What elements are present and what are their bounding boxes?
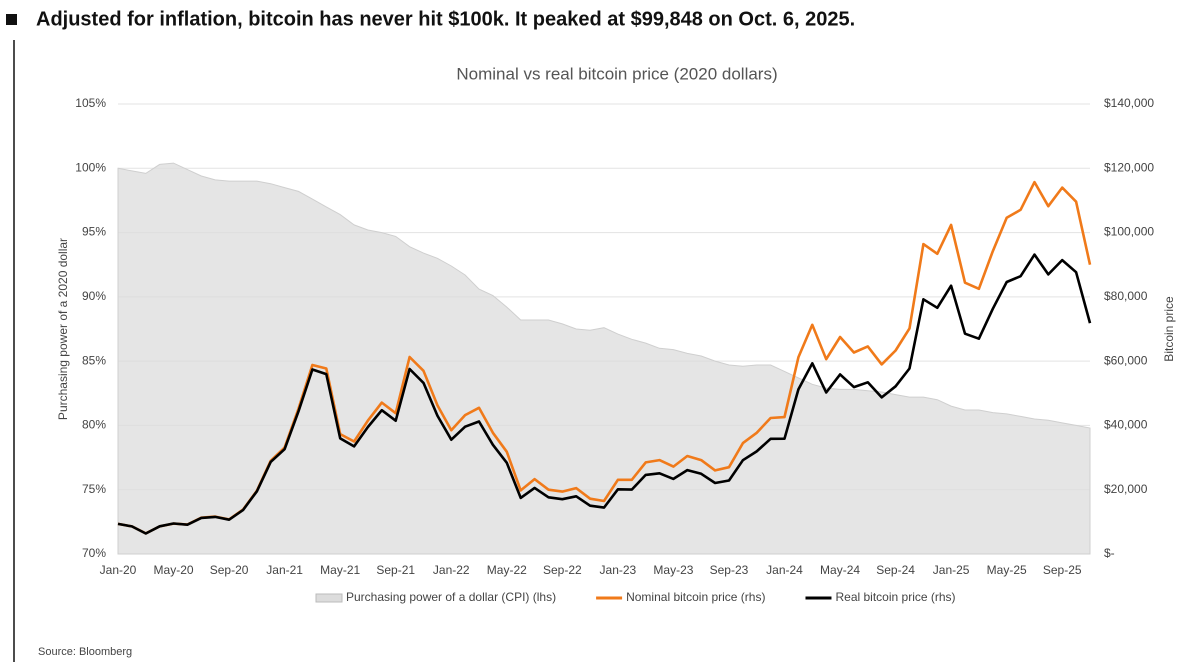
x-tick-label: Sep-20 [210,563,249,577]
heading: Adjusted for inflation, bitcoin has neve… [36,8,855,30]
y-tick-label: 80% [82,418,106,432]
legend-label: Real bitcoin price (rhs) [835,590,955,604]
y-tick-label: 90% [82,289,106,303]
y2-tick-label: $20,000 [1104,482,1148,496]
y2-tick-label: $80,000 [1104,289,1148,303]
y2-tick-label: $100,000 [1104,225,1154,239]
x-tick-label: May-21 [320,563,360,577]
y2-tick-label: $140,000 [1104,96,1154,110]
legend-label: Purchasing power of a dollar (CPI) (lhs) [346,590,556,604]
x-tick-label: May-22 [487,563,527,577]
y-tick-label: 85% [82,353,106,367]
y2-tick-label: $60,000 [1104,353,1148,367]
x-tick-label: Jan-21 [266,563,303,577]
source: Source: Bloomberg [38,646,132,658]
y-tick-label: 70% [82,546,106,560]
x-tick-label: May-24 [820,563,860,577]
x-tick-label: Sep-23 [710,563,749,577]
y2-axis-title: Bitcoin price [1162,296,1176,362]
x-tick-label: Jan-23 [600,563,637,577]
x-tick-label: Sep-25 [1043,563,1082,577]
y2-tick-label: $- [1104,546,1115,560]
x-tick-label: Jan-20 [100,563,137,577]
heading-bullet [6,14,17,25]
legend-swatch [315,593,343,603]
x-tick-label: Sep-24 [876,563,915,577]
legend-label: Nominal bitcoin price (rhs) [626,590,765,604]
series-line [117,253,1092,535]
y-tick-label: 105% [75,96,106,110]
x-tick-label: Jan-25 [933,563,970,577]
y-tick-label: 100% [75,160,106,174]
y-tick-label: 75% [82,482,106,496]
x-tick-label: May-23 [653,563,693,577]
y-tick-label: 95% [82,225,106,239]
y2-tick-label: $40,000 [1104,418,1148,432]
area [117,162,1091,555]
x-tick-label: Sep-22 [543,563,582,577]
y-axis-title: Purchasing power of a 2020 dollar [56,238,70,420]
y2-tick-label: $120,000 [1104,160,1154,174]
x-tick-label: Jan-22 [433,563,470,577]
x-tick-label: Jan-24 [766,563,803,577]
chart-title: Nominal vs real bitcoin price (2020 doll… [456,64,777,83]
x-tick-label: Sep-21 [376,563,415,577]
x-tick-label: May-20 [154,563,194,577]
x-tick-label: May-25 [987,563,1027,577]
